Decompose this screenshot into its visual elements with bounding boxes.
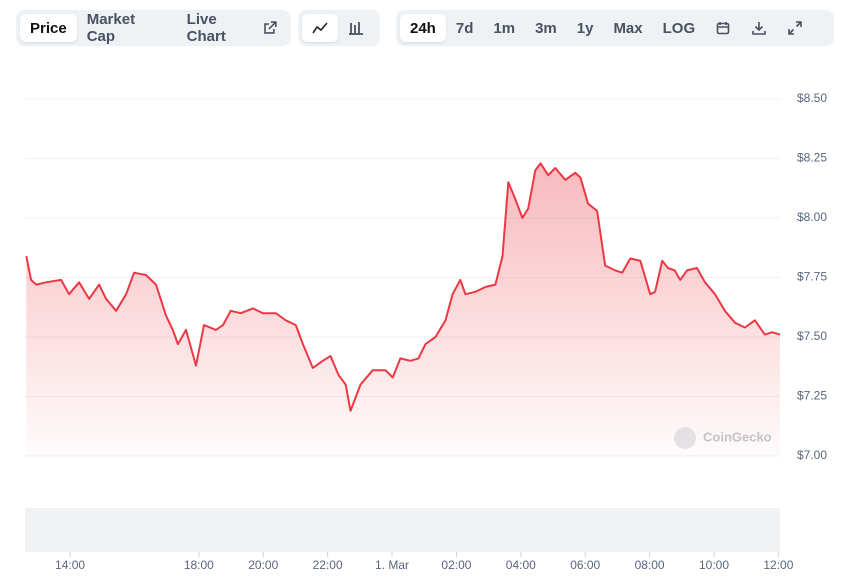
tab-price[interactable]: Price — [20, 14, 77, 42]
x-tick-label: 12:00 — [763, 558, 793, 572]
log-toggle[interactable]: LOG — [662, 19, 696, 37]
y-tick-label: $8.25 — [797, 151, 827, 165]
watermark-text: CoinGecko — [703, 429, 772, 444]
range-1m[interactable]: 1m — [493, 19, 516, 37]
tab-market-cap[interactable]: Market Cap — [86, 11, 136, 45]
range-7d[interactable]: 7d — [455, 19, 474, 37]
range-3m[interactable]: 3m — [535, 19, 557, 37]
fullscreen-button[interactable] — [777, 14, 813, 42]
view-tabs: Price Market Cap Live Chart — [16, 10, 291, 46]
candle-icon — [349, 22, 363, 35]
tab-live-chart-label: Live Chart — [186, 11, 226, 45]
download-icon — [752, 22, 766, 35]
calendar-button[interactable] — [705, 14, 741, 42]
x-tick-label: 1. Mar — [375, 558, 409, 572]
area-fill — [26, 163, 781, 457]
line-chart-toggle[interactable] — [302, 14, 338, 42]
y-tick-label: $7.25 — [797, 389, 827, 403]
range-24h[interactable]: 24h — [400, 14, 446, 42]
chart-kind — [298, 10, 380, 46]
y-tick-label: $7.00 — [797, 448, 827, 462]
y-tick-label: $8.00 — [797, 210, 827, 224]
range-1y[interactable]: 1y — [576, 19, 594, 37]
range-tabs: 24h 7d 1m 3m 1y Max LOG — [396, 10, 834, 46]
expand-icon — [788, 21, 802, 35]
y-tick-label: $7.75 — [797, 270, 827, 284]
y-tick-label: $8.50 — [797, 91, 827, 105]
x-tick-label: 20:00 — [248, 558, 278, 572]
x-tick-label: 18:00 — [184, 558, 214, 572]
download-button[interactable] — [741, 14, 777, 42]
x-tick-label: 10:00 — [699, 558, 729, 572]
x-tick-label: 14:00 — [55, 558, 85, 572]
x-tick-label: 04:00 — [506, 558, 536, 572]
range-max[interactable]: Max — [613, 19, 643, 37]
x-tick-label: 22:00 — [313, 558, 343, 572]
volume-band — [25, 508, 780, 552]
tab-live-chart[interactable]: Live Chart — [177, 11, 287, 45]
calendar-icon — [716, 22, 730, 35]
external-icon — [264, 21, 277, 34]
price-line — [25, 162, 781, 412]
y-tick-label: $7.50 — [797, 329, 827, 343]
x-tick-label: 06:00 — [570, 558, 600, 572]
x-tick-label: 02:00 — [441, 558, 471, 572]
x-tick-label: 08:00 — [635, 558, 665, 572]
line-icon — [312, 22, 328, 34]
watermark: CoinGecko — [674, 427, 772, 449]
candle-chart-toggle[interactable] — [338, 14, 374, 42]
